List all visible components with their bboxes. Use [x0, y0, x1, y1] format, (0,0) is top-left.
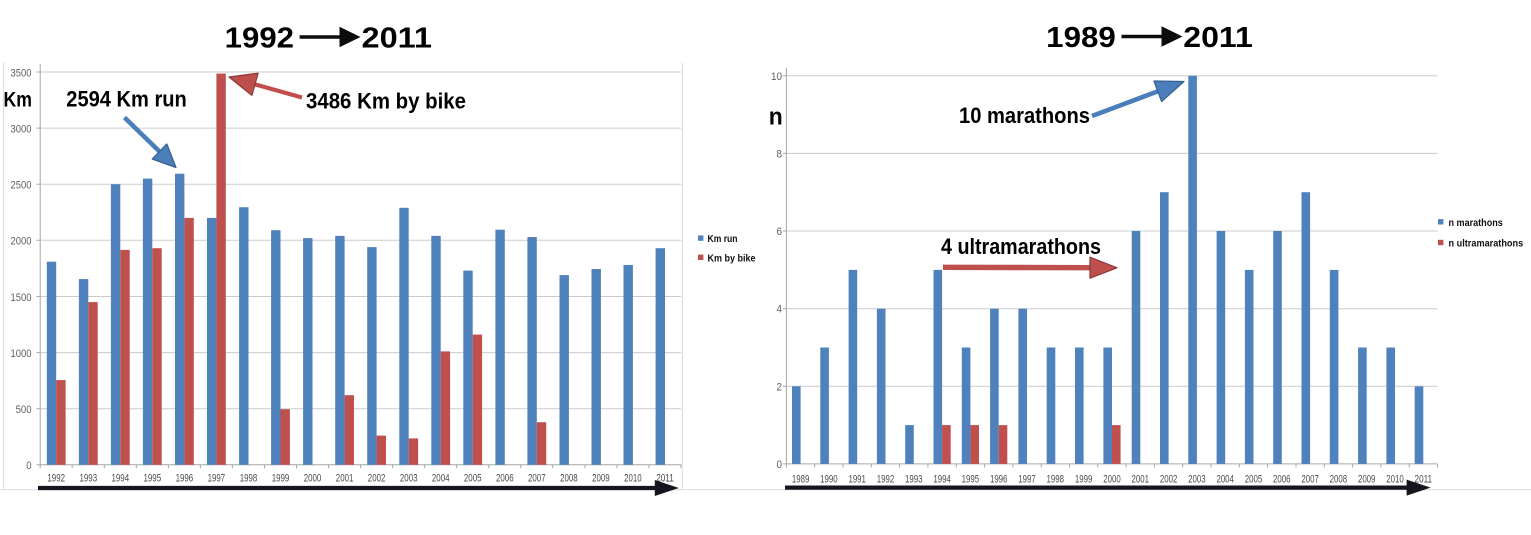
svg-text:2009: 2009 — [592, 473, 610, 485]
svg-text:1989: 1989 — [1046, 22, 1116, 54]
svg-text:1996: 1996 — [990, 474, 1008, 486]
svg-text:2011: 2011 — [656, 473, 674, 485]
svg-text:2000: 2000 — [304, 473, 322, 485]
svg-text:2002: 2002 — [1160, 474, 1178, 486]
svg-text:2: 2 — [777, 381, 783, 393]
svg-text:6: 6 — [777, 226, 783, 238]
svg-text:1995: 1995 — [144, 473, 162, 485]
svg-text:10 marathons: 10 marathons — [959, 103, 1090, 128]
svg-text:1999: 1999 — [1075, 474, 1093, 486]
svg-text:2008: 2008 — [560, 473, 578, 485]
svg-text:4 ultramarathons: 4 ultramarathons — [941, 234, 1101, 259]
svg-text:2011: 2011 — [1415, 474, 1433, 486]
svg-text:0: 0 — [777, 459, 783, 471]
svg-text:2002: 2002 — [368, 473, 386, 485]
svg-text:1999: 1999 — [272, 473, 290, 485]
svg-text:1500: 1500 — [11, 292, 32, 304]
svg-text:1991: 1991 — [848, 474, 866, 486]
svg-text:2006: 2006 — [1273, 474, 1291, 486]
svg-text:2000: 2000 — [1103, 474, 1121, 486]
svg-text:1997: 1997 — [1018, 474, 1036, 486]
svg-text:1989: 1989 — [792, 474, 810, 486]
svg-text:2003: 2003 — [400, 473, 418, 485]
svg-text:n ultramarathons: n ultramarathons — [1449, 239, 1524, 250]
svg-text:2010: 2010 — [1386, 474, 1404, 486]
svg-text:0: 0 — [26, 460, 31, 472]
svg-text:2011: 2011 — [362, 22, 433, 54]
svg-text:2004: 2004 — [1216, 474, 1234, 486]
svg-text:Km: Km — [4, 89, 33, 112]
svg-text:Km by bike: Km by bike — [708, 253, 756, 264]
svg-text:1994: 1994 — [112, 473, 130, 485]
svg-text:2001: 2001 — [336, 473, 354, 485]
svg-text:2010: 2010 — [624, 473, 642, 485]
svg-text:2005: 2005 — [1245, 474, 1263, 486]
svg-text:2011: 2011 — [1183, 22, 1253, 54]
svg-text:2500: 2500 — [11, 180, 32, 192]
svg-text:1000: 1000 — [11, 348, 32, 360]
svg-text:3486 Km by bike: 3486 Km by bike — [306, 89, 466, 114]
svg-text:n marathons: n marathons — [1449, 218, 1504, 229]
svg-text:1992: 1992 — [47, 473, 65, 485]
svg-text:2000: 2000 — [11, 236, 32, 248]
svg-text:4: 4 — [777, 304, 783, 316]
svg-text:Km run: Km run — [708, 234, 738, 245]
svg-text:1992: 1992 — [225, 22, 294, 54]
svg-text:1994: 1994 — [933, 474, 951, 486]
svg-text:2594 Km run: 2594 Km run — [66, 87, 187, 112]
svg-text:1992: 1992 — [877, 474, 895, 486]
svg-text:1998: 1998 — [1047, 474, 1065, 486]
svg-text:2001: 2001 — [1132, 474, 1150, 486]
svg-text:2006: 2006 — [496, 473, 514, 485]
svg-text:1997: 1997 — [208, 473, 226, 485]
svg-text:1993: 1993 — [905, 474, 923, 486]
svg-text:1990: 1990 — [820, 474, 838, 486]
svg-text:n: n — [769, 104, 783, 131]
svg-text:1993: 1993 — [80, 473, 98, 485]
svg-text:2005: 2005 — [464, 473, 482, 485]
svg-text:1996: 1996 — [176, 473, 194, 485]
svg-text:10: 10 — [771, 71, 782, 83]
svg-text:500: 500 — [16, 404, 32, 416]
svg-text:3000: 3000 — [11, 123, 32, 135]
svg-text:2008: 2008 — [1330, 474, 1348, 486]
svg-text:2003: 2003 — [1188, 474, 1206, 486]
svg-text:2009: 2009 — [1358, 474, 1376, 486]
svg-text:3500: 3500 — [11, 67, 32, 79]
svg-text:1998: 1998 — [240, 473, 258, 485]
svg-text:8: 8 — [777, 148, 783, 160]
svg-text:2004: 2004 — [432, 473, 450, 485]
svg-text:2007: 2007 — [1301, 474, 1319, 486]
svg-text:2007: 2007 — [528, 473, 546, 485]
svg-text:1995: 1995 — [962, 474, 980, 486]
